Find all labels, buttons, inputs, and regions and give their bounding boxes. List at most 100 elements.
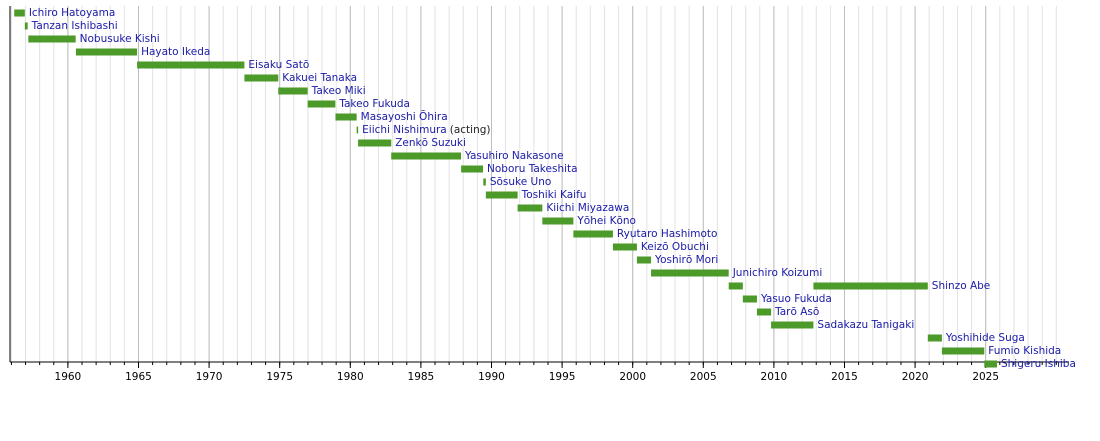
- leader-label: Kiichi Miyazawa: [546, 202, 629, 214]
- leader-name: Eisaku Satō: [248, 59, 309, 71]
- tenure-bar: [612, 243, 637, 251]
- leader-name: Zenkō Suzuki: [395, 137, 466, 149]
- tenure-bar: [335, 113, 357, 121]
- leader-name: Toshiki Kaifu: [521, 189, 587, 201]
- leader-label: Shinzo Abe: [932, 280, 990, 292]
- x-tick-label: 1980: [337, 371, 364, 383]
- leader-label: Sadakazu Tanigaki: [817, 319, 914, 331]
- tenure-bar: [28, 35, 76, 43]
- leader-name: Fumio Kishida: [988, 345, 1061, 357]
- leader-label: Keizō Obuchi: [641, 241, 709, 253]
- leader-name: Ryutaro Hashimoto: [617, 228, 718, 240]
- leader-name: Junichiro Koizumi: [732, 267, 823, 279]
- tenure-bar: [941, 347, 985, 355]
- leader-label: Eisaku Satō: [248, 59, 309, 71]
- leader-name: Yasuhiro Nakasone: [464, 150, 564, 162]
- tenure-bar: [244, 74, 279, 82]
- leader-label: Shigeru Ishiba: [1001, 358, 1076, 370]
- tenure-bar: [485, 191, 518, 199]
- tenure-bar: [771, 321, 814, 329]
- tenure-bar: [14, 9, 25, 17]
- tenure-bar: [75, 48, 138, 56]
- leader-label: Zenkō Suzuki: [395, 137, 466, 149]
- tenure-bar: [651, 269, 729, 277]
- leader-label: Ichiro Hatoyama: [29, 7, 115, 19]
- x-tick-label: 1960: [55, 371, 82, 383]
- leader-name: Shinzo Abe: [932, 280, 990, 292]
- leader-label: Masayoshi Ōhira: [361, 110, 448, 123]
- leader-label: Junichiro Koizumi: [732, 267, 823, 279]
- tenure-bar: [358, 139, 392, 147]
- tenure-bar: [391, 152, 461, 160]
- tenure-bar: [307, 100, 336, 108]
- leader-label: Nobusuke Kishi: [80, 33, 160, 45]
- tenure-bar: [742, 295, 757, 303]
- x-tick-label: 2005: [690, 371, 717, 383]
- leader-label: Kakuei Tanaka: [282, 72, 357, 84]
- leader-name: Shigeru Ishiba: [1001, 358, 1076, 370]
- leader-label: Yoshihide Suga: [945, 332, 1025, 344]
- tenure-bar: [927, 334, 942, 342]
- x-tick-label: 1970: [196, 371, 223, 383]
- tenure-bar: [984, 360, 997, 368]
- x-tick-label: 2010: [761, 371, 788, 383]
- leader-label: Yasuo Fukuda: [760, 293, 832, 305]
- leader-label: Tanzan Ishibashi: [31, 20, 118, 32]
- leader-name: Noboru Takeshita: [487, 163, 578, 175]
- tenure-bar: [813, 282, 928, 290]
- x-tick-label: 1975: [266, 371, 293, 383]
- x-tick-label: 2015: [831, 371, 858, 383]
- tenure-bar: [756, 308, 772, 316]
- leader-name: Yoshirō Mori: [654, 254, 718, 266]
- leader-name: Yōhei Kōno: [576, 215, 636, 227]
- leader-name: Kakuei Tanaka: [282, 72, 357, 84]
- tenure-bar: [356, 126, 359, 134]
- x-tick-label: 1990: [478, 371, 505, 383]
- leader-label: Noboru Takeshita: [487, 163, 578, 175]
- leader-note: (acting): [450, 124, 491, 136]
- x-tick-label: 1995: [549, 371, 576, 383]
- x-tick-label: 1965: [125, 371, 152, 383]
- x-tick-label: 1985: [408, 371, 435, 383]
- leader-name: Eiichi Nishimura: [362, 124, 447, 136]
- leader-label: Yōhei Kōno: [576, 215, 636, 227]
- leader-name: Sadakazu Tanigaki: [817, 319, 914, 331]
- tenure-bar: [573, 230, 613, 238]
- tenure-bar: [542, 217, 574, 225]
- leader-name: Tanzan Ishibashi: [31, 20, 118, 32]
- leader-label: Yoshirō Mori: [654, 254, 718, 266]
- leader-name: Tarō Asō: [774, 306, 819, 318]
- leader-label: Sōsuke Uno: [490, 176, 551, 188]
- tenure-bar: [24, 22, 28, 30]
- leader-name: Keizō Obuchi: [641, 241, 709, 253]
- leader-name: Takeo Miki: [311, 85, 366, 97]
- leader-name: Sōsuke Uno: [490, 176, 551, 188]
- tenure-bar: [461, 165, 484, 173]
- leader-label: Ryutaro Hashimoto: [617, 228, 718, 240]
- tenure-bar: [278, 87, 308, 95]
- leader-name: Nobusuke Kishi: [80, 33, 160, 45]
- leader-name: Ichiro Hatoyama: [29, 7, 115, 19]
- leader-name: Masayoshi Ōhira: [361, 110, 448, 123]
- tenure-bar: [137, 61, 245, 69]
- x-tick-label: 2000: [619, 371, 646, 383]
- leader-name: Takeo Fukuda: [338, 98, 410, 110]
- tenure-bar: [728, 282, 743, 290]
- x-tick-label: 2025: [972, 371, 999, 383]
- leader-name: Hayato Ikeda: [141, 46, 210, 58]
- leader-label: Hayato Ikeda: [141, 46, 210, 58]
- leader-label: Takeo Miki: [311, 85, 366, 97]
- tenure-bar: [636, 256, 652, 264]
- leader-label: Eiichi Nishimura (acting): [362, 124, 490, 136]
- leader-name: Yoshihide Suga: [945, 332, 1025, 344]
- x-tick-label: 2020: [902, 371, 929, 383]
- leader-name: Yasuo Fukuda: [760, 293, 832, 305]
- leader-label: Yasuhiro Nakasone: [464, 150, 564, 162]
- leader-label: Takeo Fukuda: [338, 98, 410, 110]
- leader-label: Tarō Asō: [774, 306, 819, 318]
- tenure-bar: [517, 204, 543, 212]
- leader-name: Kiichi Miyazawa: [546, 202, 629, 214]
- leader-label: Toshiki Kaifu: [521, 189, 587, 201]
- leader-label: Fumio Kishida: [988, 345, 1061, 357]
